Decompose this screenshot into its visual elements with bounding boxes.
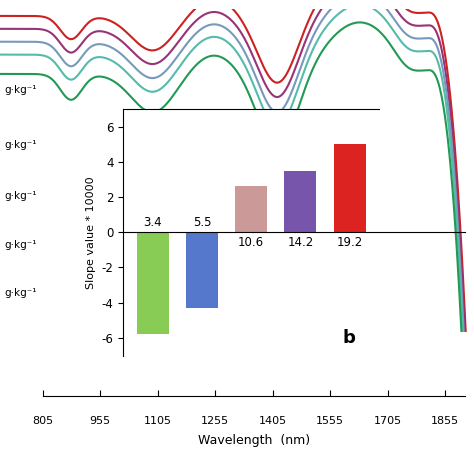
Bar: [235, 186, 267, 232]
Bar: [284, 171, 317, 232]
Bar: [334, 144, 365, 232]
Bar: [186, 232, 218, 308]
Text: 19.2: 19.2: [337, 236, 363, 249]
Bar: [137, 232, 169, 334]
Text: b: b: [342, 329, 355, 347]
Text: g·kg⁻¹: g·kg⁻¹: [5, 85, 37, 95]
Text: 5.5: 5.5: [193, 216, 211, 229]
X-axis label: Wavelength  (nm): Wavelength (nm): [198, 434, 310, 447]
Text: g·kg⁻¹: g·kg⁻¹: [5, 288, 37, 298]
Text: g·kg⁻¹: g·kg⁻¹: [5, 191, 37, 201]
Text: 10.6: 10.6: [238, 236, 264, 249]
Text: g·kg⁻¹: g·kg⁻¹: [5, 140, 37, 150]
Text: g·kg⁻¹: g·kg⁻¹: [5, 240, 37, 250]
Text: 3.4: 3.4: [144, 216, 162, 229]
Y-axis label: Slope value * 10000: Slope value * 10000: [86, 176, 96, 289]
Text: 14.2: 14.2: [287, 236, 314, 249]
